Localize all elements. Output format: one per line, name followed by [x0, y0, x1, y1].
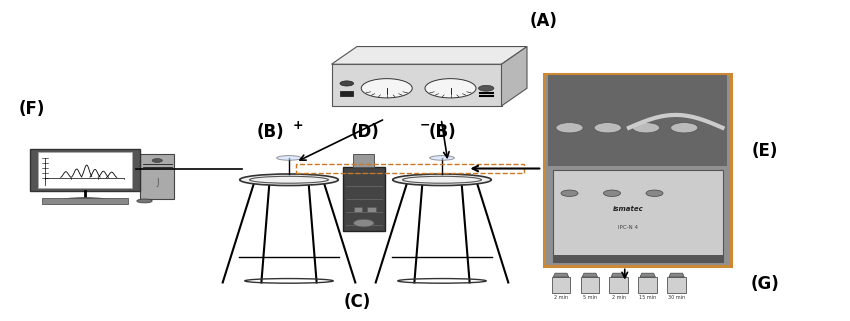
- Polygon shape: [332, 47, 527, 64]
- Text: 2 min: 2 min: [612, 295, 626, 300]
- Polygon shape: [332, 64, 502, 106]
- Polygon shape: [552, 277, 570, 293]
- Ellipse shape: [240, 174, 338, 186]
- Text: 30 min: 30 min: [668, 295, 685, 300]
- Polygon shape: [553, 273, 569, 277]
- Polygon shape: [667, 277, 686, 293]
- Polygon shape: [640, 273, 655, 277]
- Text: +: +: [292, 119, 303, 132]
- Text: (F): (F): [19, 100, 46, 118]
- Text: ismatec: ismatec: [613, 206, 643, 212]
- Polygon shape: [30, 149, 140, 191]
- Polygon shape: [38, 152, 132, 188]
- Text: 2 min: 2 min: [554, 295, 568, 300]
- Polygon shape: [367, 207, 376, 212]
- Polygon shape: [638, 277, 657, 293]
- Circle shape: [361, 79, 412, 98]
- Polygon shape: [140, 154, 174, 199]
- Polygon shape: [581, 277, 599, 293]
- Circle shape: [671, 123, 698, 133]
- Text: IPC-N 4: IPC-N 4: [618, 225, 638, 230]
- Ellipse shape: [429, 156, 454, 160]
- Circle shape: [604, 190, 620, 196]
- Text: 15 min: 15 min: [639, 295, 656, 300]
- Circle shape: [354, 219, 374, 227]
- Circle shape: [594, 123, 621, 133]
- Ellipse shape: [393, 174, 491, 186]
- Polygon shape: [669, 273, 684, 277]
- Polygon shape: [609, 277, 628, 293]
- Circle shape: [425, 79, 476, 98]
- Circle shape: [561, 190, 578, 196]
- Polygon shape: [343, 167, 385, 231]
- Text: J: J: [156, 178, 158, 187]
- Text: −: −: [420, 119, 430, 132]
- Circle shape: [556, 123, 583, 133]
- Polygon shape: [354, 207, 362, 212]
- Polygon shape: [552, 170, 722, 262]
- Polygon shape: [548, 75, 727, 166]
- Polygon shape: [42, 198, 128, 204]
- Polygon shape: [552, 255, 722, 262]
- Polygon shape: [611, 273, 626, 277]
- Circle shape: [632, 123, 660, 133]
- Text: 5 min: 5 min: [583, 295, 597, 300]
- Text: (C): (C): [343, 293, 371, 311]
- Text: (E): (E): [751, 142, 779, 160]
- Text: (B): (B): [428, 123, 456, 141]
- Ellipse shape: [277, 156, 301, 160]
- Polygon shape: [340, 91, 353, 96]
- Polygon shape: [544, 74, 731, 266]
- Circle shape: [152, 159, 162, 162]
- Circle shape: [646, 190, 663, 196]
- Polygon shape: [354, 154, 374, 167]
- Text: (B): (B): [257, 123, 284, 141]
- Polygon shape: [502, 47, 527, 106]
- Circle shape: [340, 81, 354, 86]
- Text: (A): (A): [530, 12, 558, 30]
- Polygon shape: [582, 273, 598, 277]
- Ellipse shape: [137, 199, 152, 203]
- Circle shape: [479, 85, 494, 91]
- Text: (G): (G): [751, 275, 779, 293]
- Ellipse shape: [60, 198, 110, 204]
- Text: (D): (D): [351, 123, 380, 141]
